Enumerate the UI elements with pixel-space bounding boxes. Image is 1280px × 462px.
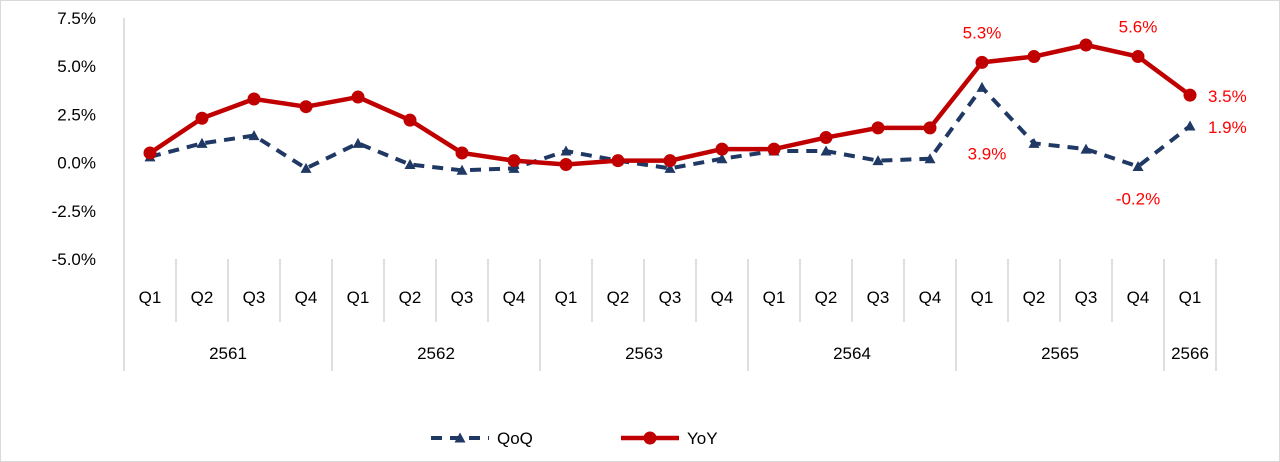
y-tick-label: -5.0% (52, 250, 96, 269)
data-point-yoy (1027, 50, 1041, 64)
data-point-qoq (560, 145, 572, 156)
data-point-qoq (664, 162, 676, 173)
x-tick-label: Q4 (295, 288, 318, 307)
data-point-qoq (352, 137, 364, 148)
x-group-label: 2563 (625, 344, 663, 363)
x-tick-label: Q1 (971, 288, 994, 307)
data-point-yoy (663, 154, 677, 168)
legend-marker-yoy (643, 431, 657, 445)
data-point-yoy (351, 90, 365, 104)
data-point-yoy (143, 146, 157, 160)
data-label: 3.9% (968, 144, 1007, 163)
data-point-qoq (404, 159, 416, 170)
data-point-yoy (559, 158, 573, 172)
x-tick-label: Q3 (867, 288, 890, 307)
data-point-yoy (1079, 38, 1093, 52)
legend-label-qoq: QoQ (497, 429, 533, 448)
x-tick-label: Q4 (919, 288, 942, 307)
data-point-yoy (1183, 88, 1197, 102)
legend-item-qoq: QoQ (431, 429, 533, 448)
x-tick-label: Q3 (659, 288, 682, 307)
data-point-yoy (1131, 50, 1145, 64)
data-label: 3.5% (1208, 87, 1247, 106)
y-tick-label: 7.5% (57, 9, 96, 28)
data-point-yoy (195, 111, 209, 125)
y-tick-label: 5.0% (57, 57, 96, 76)
x-group-label: 2561 (209, 344, 247, 363)
x-tick-label: Q2 (191, 288, 214, 307)
x-group-label: 2564 (833, 344, 871, 363)
legend-marker-qoq (454, 432, 466, 443)
data-point-qoq (924, 153, 936, 164)
y-tick-label: 2.5% (57, 105, 96, 124)
data-point-yoy (299, 100, 313, 114)
data-point-yoy (715, 142, 729, 156)
x-tick-label: Q4 (1127, 288, 1150, 307)
data-point-qoq (976, 81, 988, 92)
legend-label-yoy: YoY (687, 429, 718, 448)
data-label: 5.6% (1119, 18, 1158, 37)
data-point-qoq (1184, 120, 1196, 131)
y-tick-label: -2.5% (52, 202, 96, 221)
data-point-yoy (767, 142, 781, 156)
x-tick-label: Q4 (711, 288, 734, 307)
data-point-qoq (300, 162, 312, 173)
x-tick-label: Q1 (347, 288, 370, 307)
data-point-qoq (820, 145, 832, 156)
data-point-qoq (508, 162, 520, 173)
x-tick-label: Q1 (555, 288, 578, 307)
data-point-yoy (871, 121, 885, 135)
data-point-yoy (819, 131, 833, 145)
x-tick-label: Q1 (763, 288, 786, 307)
data-point-qoq (872, 155, 884, 166)
legend-item-yoy: YoY (621, 429, 718, 448)
data-point-qoq (716, 153, 728, 164)
data-point-qoq (456, 164, 468, 175)
data-point-yoy (507, 154, 521, 168)
x-tick-label: Q2 (399, 288, 422, 307)
x-tick-label: Q2 (607, 288, 630, 307)
y-tick-label: 0.0% (57, 154, 96, 173)
data-point-qoq (1028, 137, 1040, 148)
data-point-yoy (455, 146, 469, 160)
data-point-qoq (196, 137, 208, 148)
data-label: -0.2% (1116, 189, 1160, 208)
data-label: 1.9% (1208, 118, 1247, 137)
x-tick-label: Q3 (1075, 288, 1098, 307)
x-group-label: 2562 (417, 344, 455, 363)
data-point-yoy (403, 113, 417, 127)
x-group-label: 2565 (1041, 344, 1079, 363)
x-tick-label: Q1 (1179, 288, 1202, 307)
x-tick-label: Q3 (243, 288, 266, 307)
x-tick-label: Q4 (503, 288, 526, 307)
data-point-yoy (247, 92, 261, 106)
data-point-yoy (923, 121, 937, 135)
x-tick-label: Q1 (139, 288, 162, 307)
data-point-qoq (1080, 143, 1092, 154)
x-tick-label: Q2 (1023, 288, 1046, 307)
x-tick-label: Q2 (815, 288, 838, 307)
x-group-label: 2566 (1171, 344, 1209, 363)
data-point-qoq (248, 130, 260, 141)
data-point-qoq (1132, 160, 1144, 171)
legend: QoQ YoY (431, 429, 718, 448)
data-point-yoy (611, 154, 625, 168)
data-point-yoy (975, 55, 989, 69)
x-tick-label: Q3 (451, 288, 474, 307)
data-label: 5.3% (963, 23, 1002, 42)
